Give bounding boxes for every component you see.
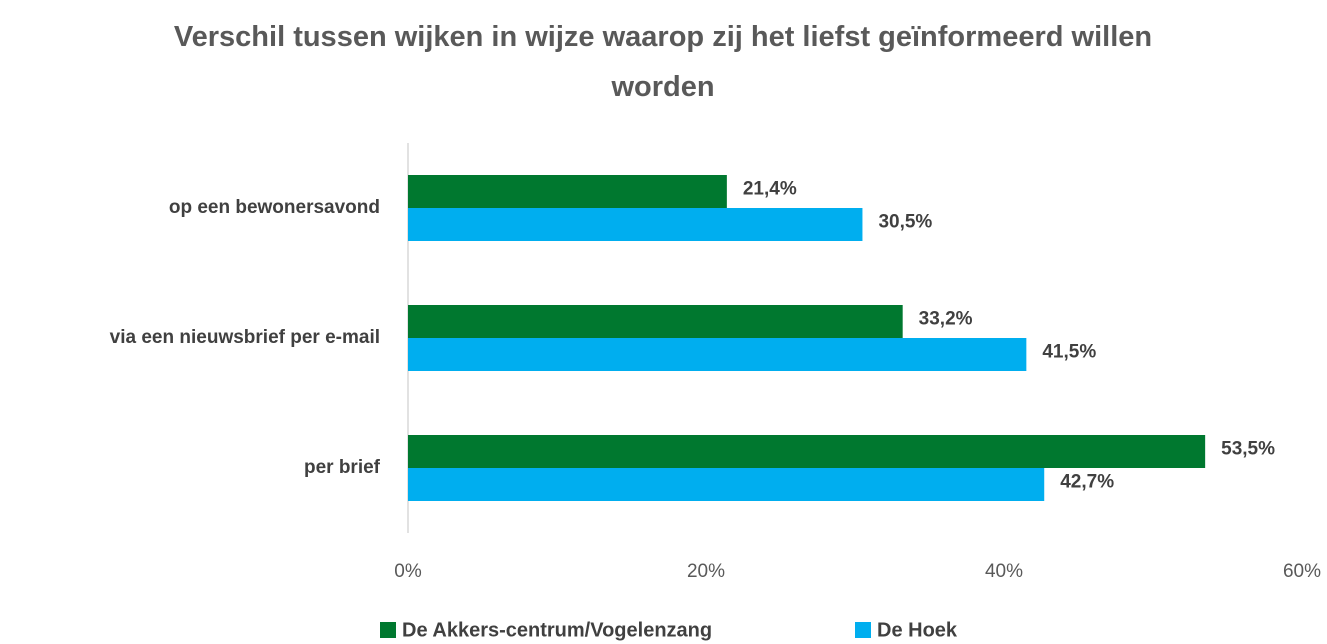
bar <box>408 338 1027 371</box>
data-label: 21,4% <box>743 179 797 200</box>
legend-label: De Hoek <box>877 619 958 641</box>
y-tick-label: op een bewonersavond <box>169 197 380 218</box>
x-tick-label: 20% <box>687 561 725 582</box>
data-label: 30,5% <box>878 212 932 233</box>
legend-swatch <box>380 622 396 638</box>
legend-label: De Akkers-centrum/Vogelenzang <box>402 619 712 641</box>
y-tick-label: via een nieuwsbrief per e-mail <box>110 327 380 348</box>
data-label: 42,7% <box>1060 472 1114 493</box>
bar <box>408 435 1206 468</box>
bar <box>408 305 903 338</box>
data-label: 33,2% <box>919 309 973 330</box>
bar <box>408 208 863 241</box>
bar <box>408 468 1045 501</box>
data-label: 41,5% <box>1042 342 1096 363</box>
legend-swatch <box>855 622 871 638</box>
y-tick-label: per brief <box>304 457 381 478</box>
chart-title: Verschil tussen wijken in wijze waarop z… <box>173 21 1153 103</box>
bar <box>408 175 727 208</box>
x-tick-label: 60% <box>1283 561 1321 582</box>
x-tick-label: 40% <box>985 561 1023 582</box>
data-label: 53,5% <box>1221 439 1275 460</box>
x-tick-label: 0% <box>394 561 422 582</box>
